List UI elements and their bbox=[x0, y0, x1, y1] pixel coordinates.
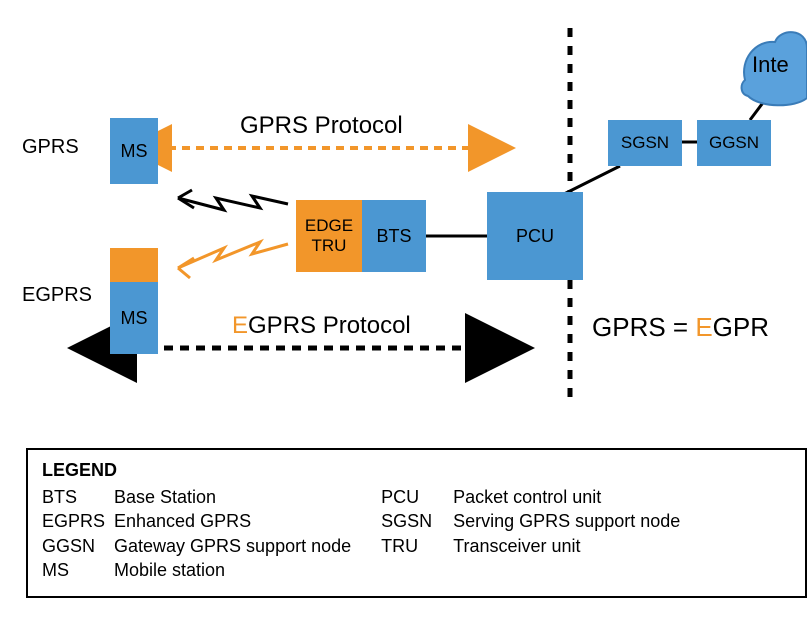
gprs-side-label: GPRS bbox=[22, 136, 79, 159]
sgsn-node: SGSN bbox=[608, 120, 682, 166]
legend-row: PCUPacket control unit bbox=[381, 485, 680, 509]
egprs-side-label-text: EGPRS bbox=[22, 284, 92, 306]
legend-abbr: MS bbox=[42, 558, 114, 582]
legend-abbr: EGPRS bbox=[42, 509, 114, 533]
ggsn-node: GGSN bbox=[697, 120, 771, 166]
legend-row: MSMobile station bbox=[42, 558, 351, 582]
egprs-protocol-text: GPRS Protocol bbox=[248, 312, 411, 339]
legend-row: BTSBase Station bbox=[42, 485, 351, 509]
legend-abbr: BTS bbox=[42, 485, 114, 509]
ggsn-label: GGSN bbox=[709, 133, 759, 153]
gprs-protocol-text: GPRS Protocol bbox=[240, 112, 403, 139]
bts-node: BTS bbox=[362, 200, 426, 272]
radio-link-egprs-bolt bbox=[178, 242, 288, 278]
legend-title: LEGEND bbox=[42, 460, 791, 481]
legend-text: Transceiver unit bbox=[453, 534, 580, 558]
gprs-side-label-text: GPRS bbox=[22, 136, 79, 158]
ms2-top-node bbox=[110, 248, 158, 282]
gprs-equation: GPRS = EGPR bbox=[592, 312, 769, 343]
equation-part-1: E bbox=[695, 312, 712, 342]
pcu-node: PCU bbox=[487, 192, 583, 280]
egprs-protocol-e: E bbox=[232, 312, 248, 339]
equation-part-0: GPRS = bbox=[592, 312, 695, 342]
edge-line-0: EDGE bbox=[305, 216, 353, 236]
legend-row: EGPRSEnhanced GPRS bbox=[42, 509, 351, 533]
radio-link-gprs-bolt bbox=[178, 190, 288, 210]
legend-abbr: GGSN bbox=[42, 534, 114, 558]
legend-row: SGSNServing GPRS support node bbox=[381, 509, 680, 533]
cloud-label: Inte bbox=[752, 52, 789, 78]
legend-abbr: PCU bbox=[381, 485, 453, 509]
bts-label: BTS bbox=[376, 226, 411, 247]
edge-line-1: TRU bbox=[312, 236, 347, 256]
legend-text: Gateway GPRS support node bbox=[114, 534, 351, 558]
legend-text: Serving GPRS support node bbox=[453, 509, 680, 533]
ms2-label: MS bbox=[121, 308, 148, 329]
legend-box: LEGEND BTSBase Station EGPRSEnhanced GPR… bbox=[26, 448, 807, 598]
edge-tru-node: EDGE TRU bbox=[296, 200, 362, 272]
legend-abbr: SGSN bbox=[381, 509, 453, 533]
legend-text: Packet control unit bbox=[453, 485, 601, 509]
egprs-side-label: EGPRS bbox=[22, 284, 92, 307]
legend-text: Mobile station bbox=[114, 558, 225, 582]
legend-col-right: PCUPacket control unit SGSNServing GPRS … bbox=[381, 485, 680, 582]
legend-text: Enhanced GPRS bbox=[114, 509, 251, 533]
ggsn-cloud-link bbox=[750, 96, 768, 120]
egprs-protocol-label: EGPRS Protocol bbox=[232, 312, 411, 340]
legend-text: Base Station bbox=[114, 485, 216, 509]
ms2-node: MS bbox=[110, 282, 158, 354]
sgsn-label: SGSN bbox=[621, 133, 669, 153]
legend-col-left: BTSBase Station EGPRSEnhanced GPRS GGSNG… bbox=[42, 485, 351, 582]
ms1-node: MS bbox=[110, 118, 158, 184]
equation-part-2: GPR bbox=[713, 312, 769, 342]
legend-row: TRUTransceiver unit bbox=[381, 534, 680, 558]
legend-abbr: TRU bbox=[381, 534, 453, 558]
ms1-label: MS bbox=[121, 141, 148, 162]
pcu-label: PCU bbox=[516, 226, 554, 247]
legend-row: GGSNGateway GPRS support node bbox=[42, 534, 351, 558]
gprs-protocol-label: GPRS Protocol bbox=[240, 112, 403, 140]
cloud-label-text: Inte bbox=[752, 52, 789, 77]
